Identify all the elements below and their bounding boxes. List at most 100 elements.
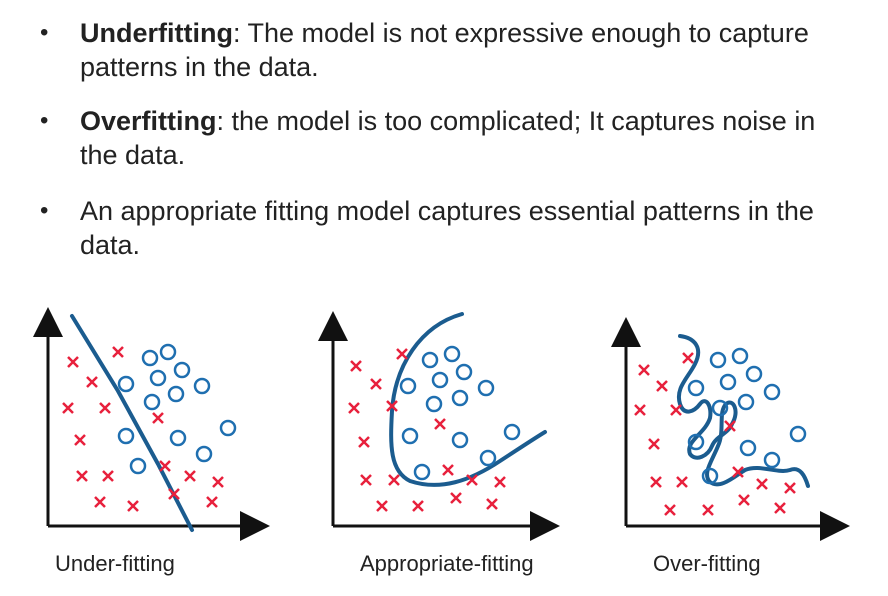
x-marker (360, 474, 372, 486)
fitting-diagrams (33, 307, 850, 541)
x-marker (99, 402, 111, 414)
o-marker (413, 463, 431, 481)
markers-appropriate (348, 345, 521, 512)
o-marker (711, 399, 729, 417)
x-marker (434, 418, 446, 430)
x-marker (656, 380, 668, 392)
x-marker (86, 376, 98, 388)
o-marker (167, 385, 185, 403)
o-marker (455, 363, 473, 381)
bullet-text: Underfitting: The model is not expressiv… (80, 16, 888, 84)
bullet-text: An appropriate fitting model captures es… (80, 194, 888, 262)
x-marker (650, 476, 662, 488)
o-marker (443, 345, 461, 363)
x-marker (67, 356, 79, 368)
o-marker (763, 383, 781, 401)
o-marker (719, 373, 737, 391)
o-marker (737, 393, 755, 411)
o-marker (401, 427, 419, 445)
x-marker (127, 500, 139, 512)
x-marker (450, 492, 462, 504)
o-marker (195, 445, 213, 463)
o-marker (117, 427, 135, 445)
o-marker (709, 351, 727, 369)
x-marker (676, 476, 688, 488)
x-marker (634, 404, 646, 416)
bullet-line2: patterns in the data. (80, 52, 319, 82)
o-marker (159, 343, 177, 361)
fitting-figure: Under-fitting Appropriate-fitting Over-f… (0, 286, 888, 596)
x-marker (664, 504, 676, 516)
o-marker (117, 375, 135, 393)
o-marker (451, 431, 469, 449)
o-marker (219, 419, 237, 437)
x-marker (486, 498, 498, 510)
caption-appropriate: Appropriate-fitting (360, 551, 534, 576)
x-marker (466, 474, 478, 486)
x-marker (348, 402, 360, 414)
o-marker (731, 347, 749, 365)
x-marker (358, 436, 370, 448)
o-marker (193, 377, 211, 395)
x-marker (638, 364, 650, 376)
x-marker (412, 500, 424, 512)
x-marker (442, 464, 454, 476)
o-marker (421, 351, 439, 369)
x-marker (670, 404, 682, 416)
x-marker (774, 502, 786, 514)
x-marker (702, 504, 714, 516)
x-marker (184, 470, 196, 482)
bullet-dot: • (40, 19, 49, 46)
caption-underfitting: Under-fitting (55, 551, 175, 576)
x-marker (159, 460, 171, 472)
x-marker (756, 478, 768, 490)
o-marker (431, 371, 449, 389)
decision-boundary (70, 314, 194, 532)
o-marker (425, 395, 443, 413)
x-marker (386, 400, 398, 412)
o-marker (173, 361, 191, 379)
x-marker (370, 378, 382, 390)
x-marker (784, 482, 796, 494)
x-marker (168, 488, 180, 500)
x-marker (206, 496, 218, 508)
bullet-text: Overfitting: the model is too complicate… (80, 104, 888, 172)
o-marker (745, 365, 763, 383)
x-marker (212, 476, 224, 488)
o-marker (169, 429, 187, 447)
x-marker (112, 346, 124, 358)
bullet-rest: : the model is too complicated; It captu… (216, 106, 816, 136)
x-marker (494, 476, 506, 488)
panel-underfitting (33, 307, 270, 541)
bullet-line2: the data. (80, 140, 186, 170)
x-marker (94, 496, 106, 508)
x-marker (648, 438, 660, 450)
x-marker (682, 352, 694, 364)
panel-appropriate (318, 311, 560, 541)
x-marker (396, 348, 408, 360)
x-marker (388, 474, 400, 486)
caption-overfitting: Over-fitting (653, 551, 761, 576)
panel-overfitting (611, 317, 850, 541)
o-marker (687, 379, 705, 397)
o-marker (479, 449, 497, 467)
o-marker (141, 349, 159, 367)
markers-underfitting (62, 343, 237, 512)
bullet-dot: • (40, 197, 49, 224)
bullet-dot: • (40, 107, 49, 134)
x-marker (74, 434, 86, 446)
x-marker (732, 466, 744, 478)
o-marker (701, 467, 719, 485)
x-marker (350, 360, 362, 372)
o-marker (763, 451, 781, 469)
x-marker (152, 412, 164, 424)
bullet-line2: data. (80, 230, 141, 260)
x-marker (724, 420, 736, 432)
x-marker (738, 494, 750, 506)
bullet-rest: : The model is not expressive enough to … (232, 18, 809, 48)
markers-overfitting (634, 347, 807, 516)
x-marker (376, 500, 388, 512)
o-marker (451, 389, 469, 407)
x-marker (102, 470, 114, 482)
bullet-rest: An appropriate fitting model captures es… (80, 196, 814, 226)
